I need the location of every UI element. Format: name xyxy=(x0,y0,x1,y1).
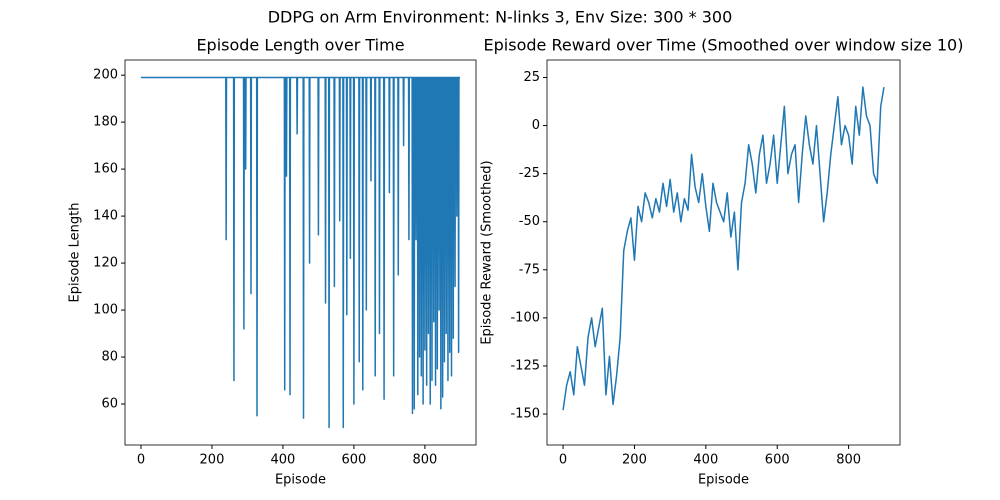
y-tick-label: -150 xyxy=(510,407,540,422)
x-tick-label: 0 xyxy=(559,453,567,468)
x-tick-label: 800 xyxy=(412,453,437,468)
x-tick-label: 400 xyxy=(271,453,296,468)
figure-title: DDPG on Arm Environment: N-links 3, Env … xyxy=(268,8,733,27)
y-tick-label: 140 xyxy=(93,209,118,224)
y-tick-label: 200 xyxy=(93,68,118,83)
y-tick-label: -25 xyxy=(519,166,540,181)
x-axis-label: Episode xyxy=(698,473,749,488)
y-tick-label: 100 xyxy=(93,303,118,318)
y-tick-label: 160 xyxy=(93,162,118,177)
x-tick-label: 800 xyxy=(836,453,861,468)
data-line xyxy=(140,76,461,429)
y-tick-label: -100 xyxy=(510,310,540,325)
axes-title: Episode Reward over Time (Smoothed over … xyxy=(484,36,964,55)
y-tick-label: -75 xyxy=(519,262,540,277)
y-tick-label: 180 xyxy=(93,115,118,130)
y-tick-label: 80 xyxy=(101,350,118,365)
y-tick-label: 0 xyxy=(532,118,540,133)
axes-frame xyxy=(546,59,901,446)
x-tick-label: 200 xyxy=(200,453,225,468)
y-axis-label: Episode Length xyxy=(68,202,83,302)
y-tick-label: 25 xyxy=(523,70,540,85)
data-line xyxy=(562,86,885,411)
y-tick-label: -125 xyxy=(510,358,540,373)
axes-frame xyxy=(124,59,477,446)
x-tick-label: 0 xyxy=(137,453,145,468)
x-tick-label: 600 xyxy=(765,453,790,468)
x-tick-label: 600 xyxy=(341,453,366,468)
x-tick-label: 400 xyxy=(693,453,718,468)
y-tick-label: 60 xyxy=(101,397,118,412)
x-tick-label: 200 xyxy=(622,453,647,468)
y-axis-label: Episode Reward (Smoothed) xyxy=(480,160,495,344)
y-tick-label: 120 xyxy=(93,256,118,271)
axes-title: Episode Length over Time xyxy=(196,36,404,55)
x-axis-label: Episode xyxy=(275,473,326,488)
y-tick-label: -50 xyxy=(519,214,540,229)
